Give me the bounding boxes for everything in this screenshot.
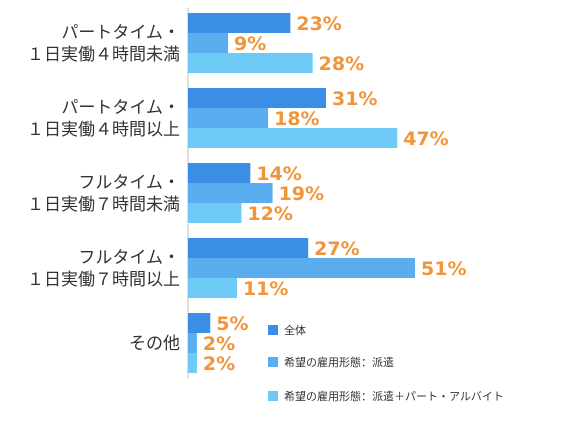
legend-swatch-3 bbox=[268, 391, 278, 401]
value-label-1-series-1: 23% bbox=[296, 13, 341, 35]
bar-1-series-1 bbox=[188, 13, 291, 33]
bar-4-series-3 bbox=[188, 278, 237, 298]
bar-3-series-2 bbox=[188, 183, 273, 203]
legend-swatch-1 bbox=[268, 325, 278, 335]
value-label-5-series-3: 2% bbox=[203, 353, 235, 375]
bar-1-series-2 bbox=[188, 33, 229, 53]
value-label-3-series-1: 14% bbox=[256, 163, 301, 185]
bar-5-series-3 bbox=[188, 353, 197, 373]
value-label-5-series-2: 2% bbox=[203, 333, 235, 355]
value-label-4-series-3: 11% bbox=[243, 278, 288, 300]
value-label-5-series-1: 5% bbox=[216, 313, 248, 335]
category-label-1-line-1: パートタイム・ bbox=[61, 23, 180, 43]
bar-5-series-2 bbox=[188, 333, 197, 353]
bar-2-series-1 bbox=[188, 88, 326, 108]
bar-1-series-3 bbox=[188, 53, 313, 73]
category-label-4-line-2: １日実働７時間以上 bbox=[27, 270, 180, 290]
bar-4-series-1 bbox=[188, 238, 309, 258]
value-label-2-series-3: 47% bbox=[403, 128, 448, 150]
bar-3-series-1 bbox=[188, 163, 251, 183]
legend-label-3: 希望の雇用形態：派遣＋パート・アルバイト bbox=[284, 389, 504, 403]
category-label-5-line-1: その他 bbox=[129, 334, 180, 354]
value-label-2-series-2: 18% bbox=[274, 108, 319, 130]
category-label-3-line-2: １日実働７時間未満 bbox=[27, 195, 180, 215]
value-label-4-series-2: 51% bbox=[421, 258, 466, 280]
bar-2-series-3 bbox=[188, 128, 398, 148]
category-label-2-line-1: パートタイム・ bbox=[61, 98, 180, 118]
value-label-4-series-1: 27% bbox=[314, 238, 359, 260]
value-label-3-series-2: 19% bbox=[279, 183, 324, 205]
value-label-2-series-1: 31% bbox=[332, 88, 377, 110]
legend-label-1: 全体 bbox=[284, 323, 306, 337]
bar-4-series-2 bbox=[188, 258, 415, 278]
legend-swatch-2 bbox=[268, 357, 278, 367]
category-label-1-line-2: １日実働４時間未満 bbox=[27, 45, 180, 65]
category-label-2-line-2: １日実働４時間以上 bbox=[27, 120, 180, 140]
bar-2-series-2 bbox=[188, 108, 269, 128]
value-label-3-series-3: 12% bbox=[247, 203, 292, 225]
category-label-4-line-1: フルタイム・ bbox=[78, 248, 180, 268]
bar-3-series-3 bbox=[188, 203, 242, 223]
category-label-3-line-1: フルタイム・ bbox=[78, 173, 180, 193]
value-label-1-series-3: 28% bbox=[319, 53, 364, 75]
value-label-1-series-2: 9% bbox=[234, 33, 266, 55]
bar-5-series-1 bbox=[188, 313, 211, 333]
legend-label-2: 希望の雇用形態：派遣 bbox=[284, 355, 394, 369]
